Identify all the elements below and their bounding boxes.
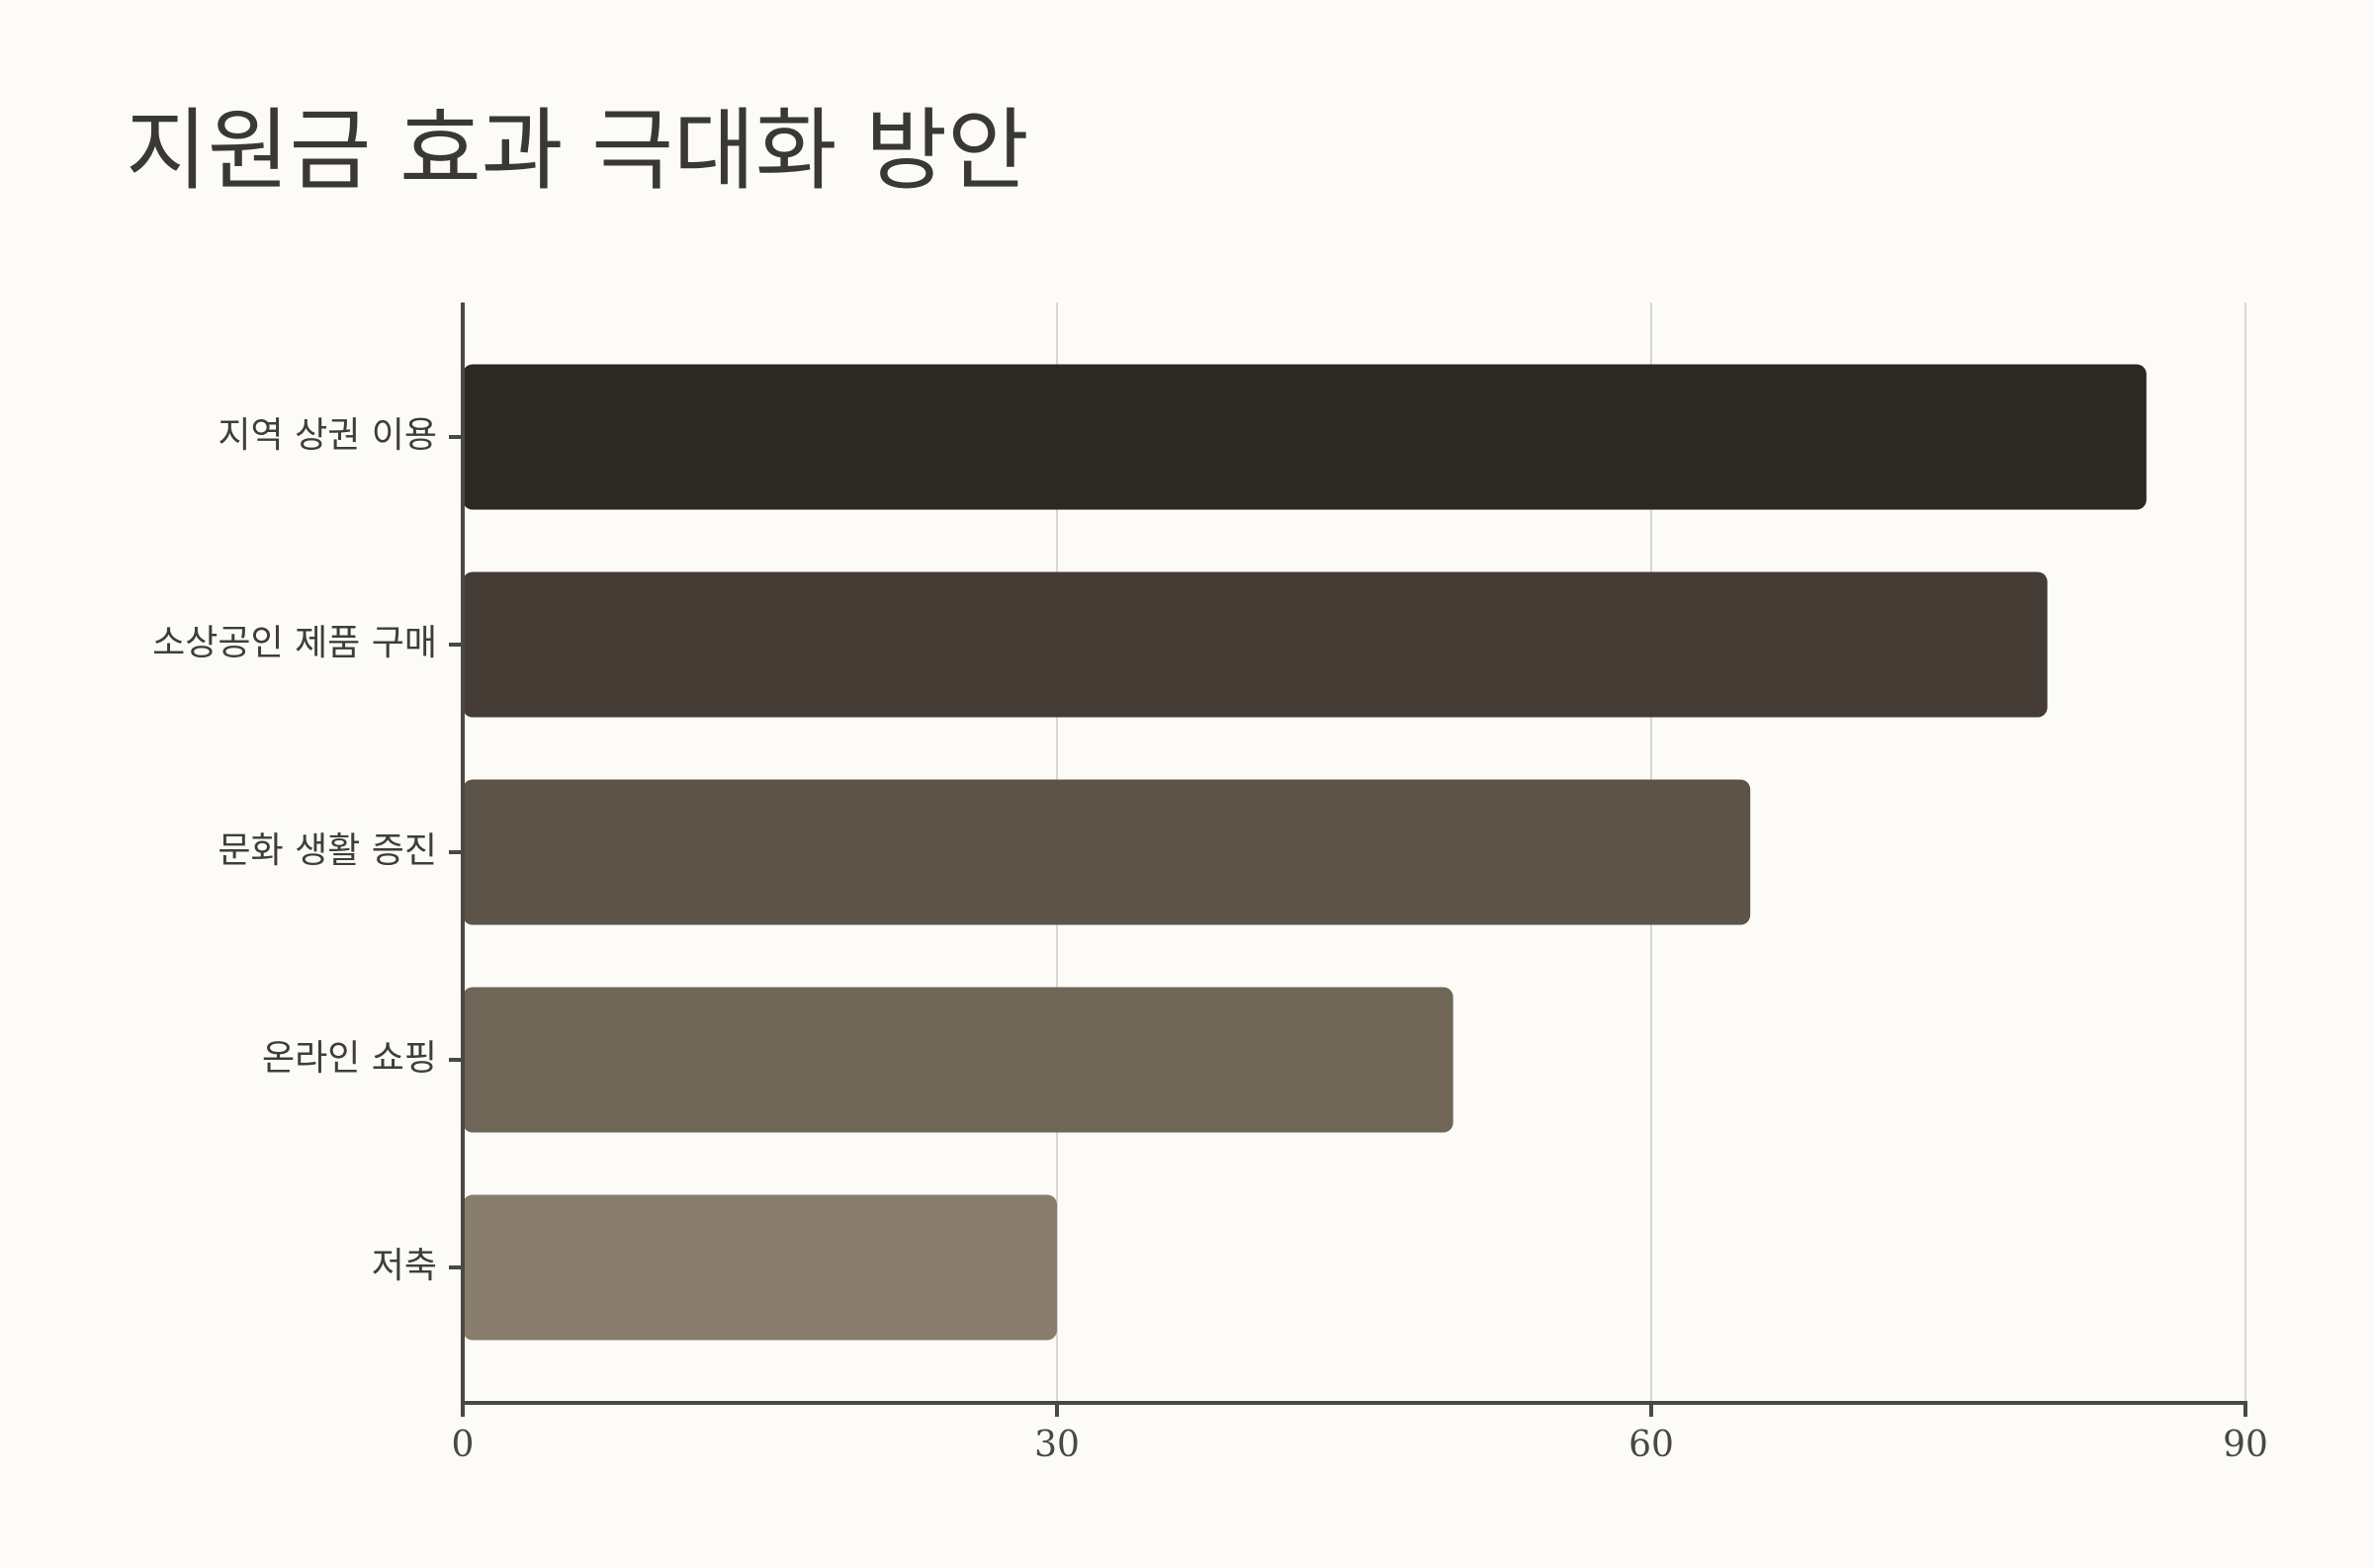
bar — [463, 364, 2147, 510]
chart-title: 지원금 효과 극대화 방안 — [126, 99, 1029, 203]
bar — [463, 571, 2048, 718]
x-tick-label: 90 — [2223, 1425, 2268, 1465]
y-tick-label: 저축 — [372, 1246, 437, 1286]
y-tick-label: 문화 생활 증진 — [218, 830, 437, 871]
y-tick-label: 소상공인 제품 구매 — [152, 623, 437, 663]
y-tick-label: 온라인 쇼핑 — [262, 1038, 437, 1079]
bar — [463, 779, 1751, 925]
x-tick-label: 60 — [1628, 1425, 1674, 1465]
x-tick-label: 30 — [1034, 1425, 1080, 1465]
bar — [463, 1194, 1057, 1341]
y-tick-label: 지역 상권 이용 — [218, 415, 437, 456]
bar — [463, 987, 1453, 1133]
x-tick-label: 0 — [452, 1425, 475, 1465]
bars — [463, 364, 2147, 1341]
